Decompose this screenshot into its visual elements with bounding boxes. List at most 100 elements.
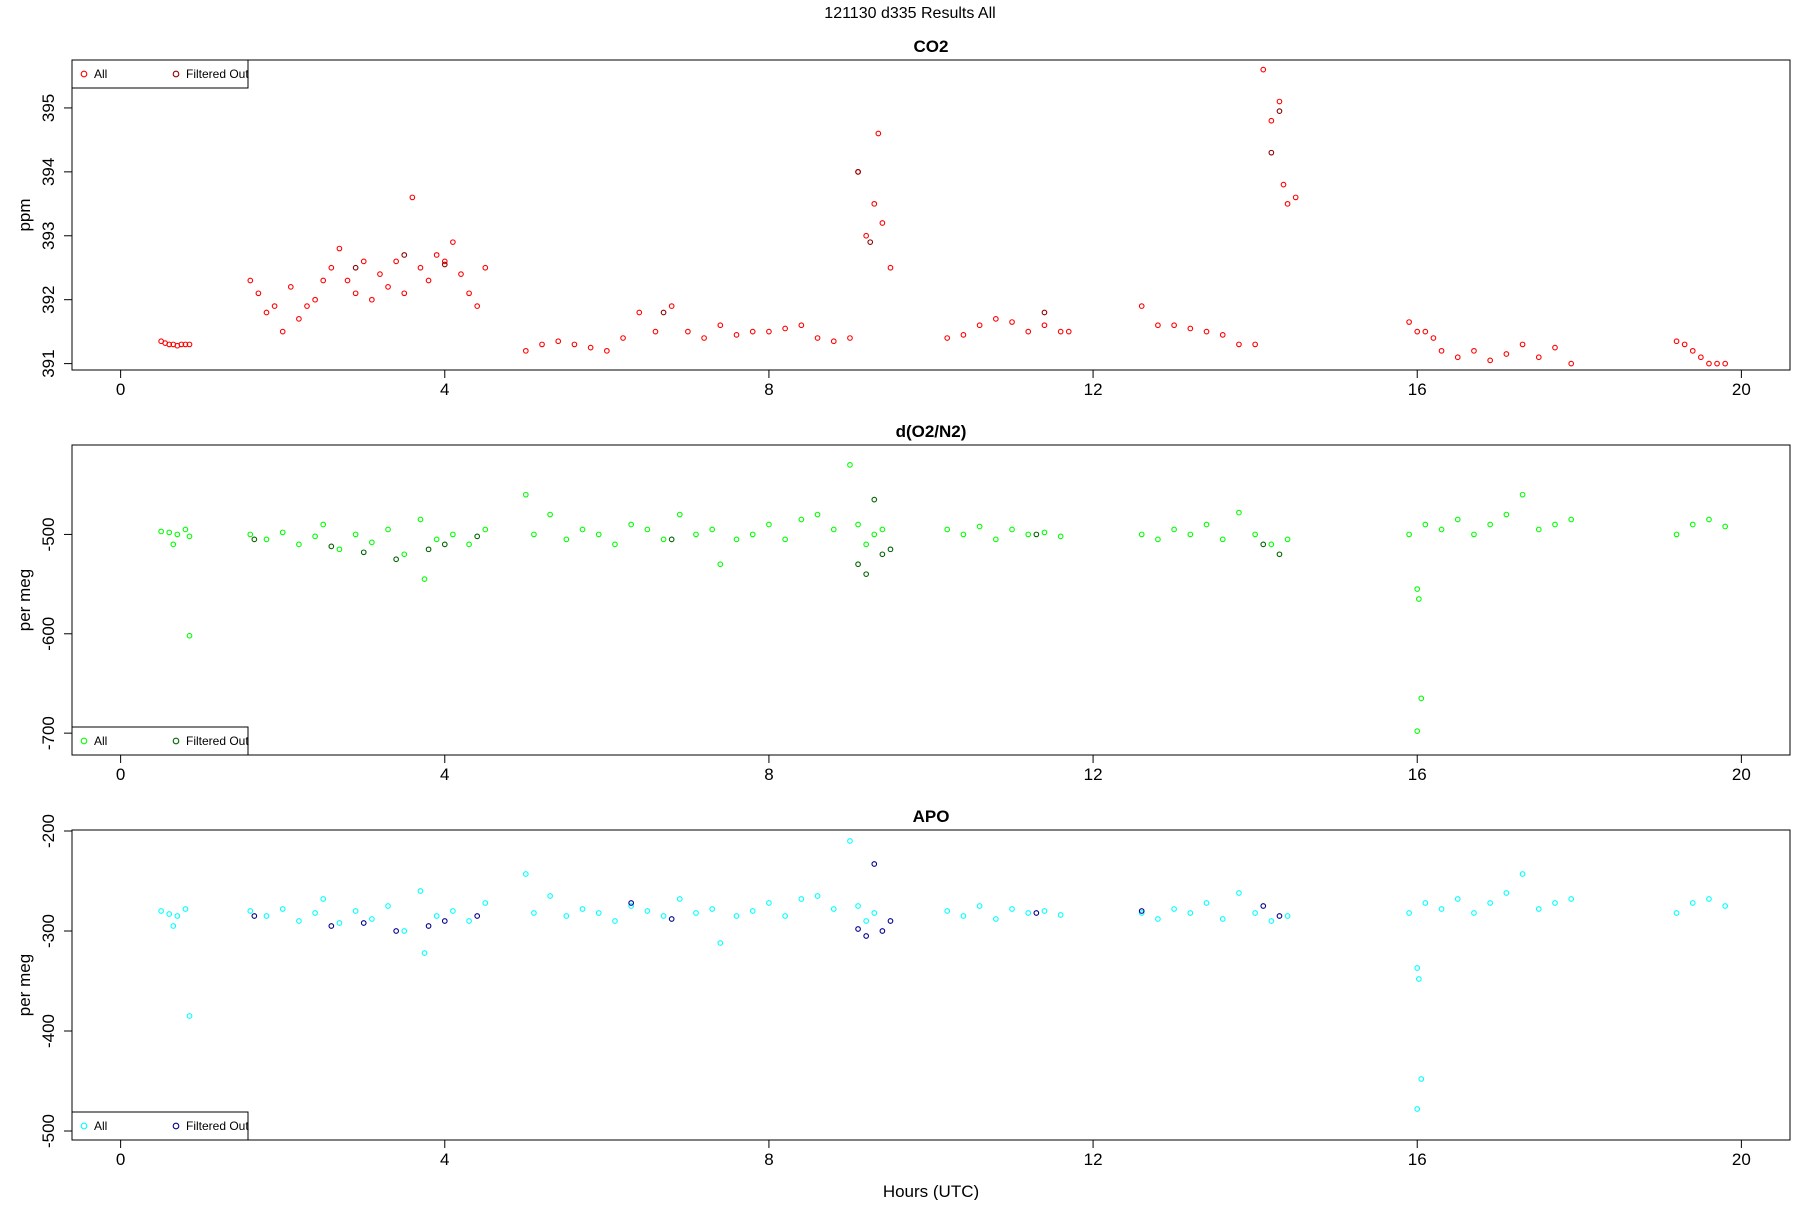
data-point: [186, 632, 193, 639]
data-point: [1057, 533, 1064, 540]
data-point: [1260, 903, 1267, 909]
data-point: [1276, 913, 1283, 919]
data-point: [944, 908, 951, 914]
data-point: [766, 328, 772, 335]
data-point: [1033, 910, 1040, 916]
data-point: [612, 541, 618, 548]
data-point: [279, 328, 286, 335]
data-point: [644, 526, 651, 533]
data-point: [733, 536, 740, 543]
data-point: [1187, 910, 1194, 916]
data-point: [425, 923, 432, 929]
data-point: [425, 546, 432, 553]
data-point: [847, 462, 853, 468]
data-point: [1438, 347, 1445, 354]
data-point: [875, 130, 882, 137]
data-point: [1041, 322, 1048, 329]
data-point: [1422, 328, 1429, 335]
data-point: [1065, 328, 1072, 335]
data-point: [1041, 309, 1048, 316]
data-point: [1568, 360, 1575, 367]
data-point: [660, 536, 667, 543]
data-point: [709, 906, 716, 912]
chart-panel-3: APO 0 4 8 12 16 20 -500 -400 -300 -200 per meg Hours…: [15, 807, 1791, 1201]
data-point: [441, 918, 448, 924]
data-point: [717, 561, 724, 568]
x-tick-label: 0: [116, 380, 125, 399]
data-point: [555, 338, 562, 345]
data-point: [701, 335, 707, 341]
data-point: [166, 911, 173, 917]
data-point: [579, 906, 586, 912]
data-point: [1681, 341, 1688, 348]
data-point: [595, 910, 602, 916]
data-point: [644, 908, 651, 914]
data-point: [1284, 536, 1291, 543]
data-point: [296, 918, 302, 924]
data-point: [482, 526, 489, 533]
data-point: [360, 258, 367, 265]
y-axis-label: ppm: [15, 198, 34, 231]
data-point: [1252, 910, 1259, 916]
data-point: [352, 531, 359, 538]
data-point: [352, 264, 359, 271]
chart-title: CO2: [914, 37, 949, 56]
legend-box: [71, 726, 249, 756]
data-point: [863, 232, 870, 239]
x-tick-label: 16: [1408, 1150, 1427, 1169]
data-point: [847, 838, 853, 844]
data-point: [871, 496, 878, 503]
data-point: [458, 271, 464, 277]
x-tick-label: 0: [116, 1150, 125, 1169]
legend-marker: [172, 737, 180, 745]
x-tick-label: 4: [440, 380, 449, 399]
y-tick-label: -400: [39, 1014, 58, 1048]
x-tick-label: 4: [440, 765, 449, 784]
data-point: [466, 290, 472, 297]
data-point: [1138, 303, 1145, 309]
x-tick-label: 8: [764, 765, 773, 784]
data-point: [1471, 347, 1477, 354]
data-point: [166, 529, 173, 536]
data-point: [1689, 347, 1696, 354]
data-point: [296, 541, 302, 548]
data-point: [170, 923, 177, 929]
data-point: [158, 528, 164, 535]
data-point: [1219, 536, 1226, 543]
data-point: [1438, 526, 1445, 533]
data-point: [251, 536, 258, 543]
data-point: [1454, 516, 1461, 523]
y-tick-label: -500: [39, 1114, 58, 1148]
data-point: [1552, 521, 1558, 528]
data-point: [855, 561, 861, 568]
y-tick-label: -200: [39, 814, 58, 848]
data-point: [170, 541, 177, 548]
data-point: [879, 551, 886, 558]
data-point: [944, 335, 951, 341]
data-point: [847, 335, 853, 341]
data-point: [749, 531, 756, 538]
data-point: [1568, 516, 1575, 523]
data-point: [782, 913, 788, 919]
x-tick-label: 4: [440, 1150, 449, 1169]
data-point: [255, 290, 262, 297]
data-point: [279, 906, 286, 912]
data-point: [1430, 335, 1437, 341]
data-point: [1706, 896, 1712, 902]
data-point: [251, 913, 258, 919]
data-point: [336, 245, 343, 252]
data-point: [1057, 328, 1064, 335]
data-point: [879, 526, 886, 533]
data-point: [1487, 521, 1494, 528]
data-point: [660, 913, 667, 919]
data-point: [1714, 360, 1720, 367]
data-point: [421, 576, 428, 582]
data-point: [863, 571, 870, 578]
legend-box: [71, 59, 249, 89]
chart-panel-2: d(O2/N2) 0 4 8 12 16 20 -700 -600 -500 per meg All F…: [15, 422, 1791, 784]
data-point: [830, 338, 837, 345]
x-axis-label: Hours (UTC): [883, 1182, 979, 1200]
y-tick-label: -500: [39, 517, 58, 551]
data-point: [433, 536, 440, 543]
